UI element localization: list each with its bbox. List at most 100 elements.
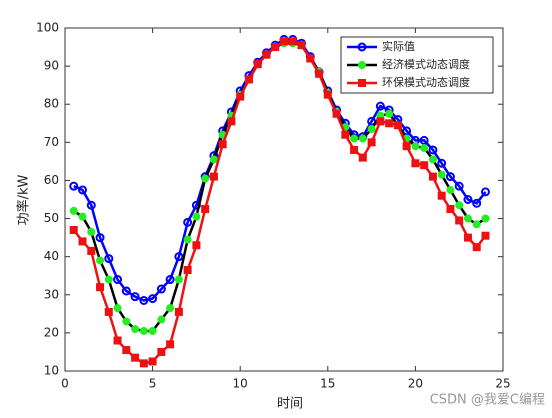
legend-label: 环保模式动态调度 bbox=[382, 75, 470, 89]
marker bbox=[122, 317, 131, 326]
marker bbox=[428, 172, 437, 181]
y-tick-label: 100 bbox=[36, 21, 59, 35]
marker bbox=[69, 181, 79, 191]
marker bbox=[472, 220, 481, 229]
marker bbox=[420, 144, 429, 153]
marker bbox=[306, 54, 315, 63]
marker bbox=[165, 275, 175, 285]
x-tick-label: 10 bbox=[233, 377, 248, 391]
marker bbox=[428, 155, 437, 164]
marker bbox=[358, 134, 367, 143]
marker bbox=[131, 325, 140, 334]
series-line bbox=[73, 38, 487, 302]
marker bbox=[402, 126, 412, 136]
marker bbox=[367, 116, 377, 126]
marker bbox=[113, 275, 123, 285]
marker bbox=[446, 205, 455, 214]
marker bbox=[209, 155, 218, 164]
marker bbox=[315, 69, 324, 78]
marker bbox=[192, 241, 201, 250]
legend-label: 经济模式动态调度 bbox=[382, 57, 470, 71]
marker bbox=[69, 225, 78, 234]
marker bbox=[192, 212, 201, 221]
legend-marker bbox=[358, 61, 366, 69]
marker bbox=[454, 181, 464, 191]
y-tick-label: 80 bbox=[44, 97, 59, 111]
marker bbox=[209, 172, 218, 181]
marker bbox=[455, 216, 464, 225]
marker bbox=[78, 237, 87, 246]
marker bbox=[156, 284, 166, 294]
marker bbox=[350, 134, 359, 143]
marker bbox=[87, 227, 96, 236]
watermark: CSDN @我爱C编程 bbox=[430, 393, 545, 408]
marker bbox=[288, 37, 297, 46]
marker bbox=[480, 187, 490, 197]
y-axis-label: 功率/kW bbox=[16, 174, 32, 225]
marker bbox=[183, 266, 192, 275]
marker bbox=[437, 170, 446, 179]
marker bbox=[113, 336, 122, 345]
marker bbox=[411, 142, 420, 151]
marker bbox=[96, 283, 105, 292]
x-tick-label: 20 bbox=[408, 377, 423, 391]
marker bbox=[472, 243, 481, 252]
marker bbox=[78, 212, 87, 221]
y-tick-label: 70 bbox=[44, 135, 59, 149]
x-axis-label: 时间 bbox=[277, 397, 303, 412]
marker bbox=[446, 185, 455, 194]
marker bbox=[139, 295, 149, 305]
marker bbox=[201, 174, 210, 183]
x-tick-label: 25 bbox=[495, 377, 510, 391]
marker bbox=[481, 231, 490, 240]
legend-label: 实际值 bbox=[382, 39, 415, 53]
marker bbox=[166, 340, 175, 349]
marker bbox=[445, 172, 455, 182]
marker bbox=[130, 292, 140, 302]
marker bbox=[297, 41, 306, 50]
marker bbox=[139, 326, 148, 335]
marker bbox=[385, 109, 394, 118]
marker bbox=[131, 353, 140, 362]
marker bbox=[402, 142, 411, 151]
y-tick-label: 10 bbox=[44, 364, 59, 378]
marker bbox=[244, 75, 253, 84]
marker bbox=[86, 200, 96, 210]
marker bbox=[148, 294, 158, 304]
marker bbox=[375, 101, 385, 111]
marker bbox=[393, 121, 402, 130]
marker bbox=[148, 357, 157, 366]
marker bbox=[113, 304, 122, 313]
marker bbox=[350, 145, 359, 154]
marker bbox=[358, 153, 367, 162]
y-tick-label: 20 bbox=[44, 325, 59, 339]
marker bbox=[96, 256, 105, 265]
marker bbox=[463, 214, 472, 223]
marker bbox=[104, 254, 114, 264]
y-tick-label: 40 bbox=[44, 249, 59, 263]
marker bbox=[437, 191, 446, 200]
marker bbox=[332, 109, 341, 118]
marker bbox=[367, 124, 376, 133]
marker bbox=[262, 50, 271, 59]
marker bbox=[280, 37, 288, 46]
marker bbox=[218, 140, 227, 149]
marker bbox=[157, 347, 166, 356]
marker bbox=[122, 346, 131, 355]
x-tick-label: 15 bbox=[320, 377, 335, 391]
marker bbox=[174, 275, 183, 284]
marker bbox=[174, 307, 183, 316]
marker bbox=[166, 304, 175, 313]
marker bbox=[463, 195, 473, 204]
marker bbox=[69, 206, 78, 215]
marker bbox=[463, 233, 472, 242]
marker bbox=[411, 159, 420, 168]
marker bbox=[236, 92, 245, 101]
marker bbox=[104, 275, 113, 284]
marker bbox=[139, 359, 148, 368]
y-tick-label: 60 bbox=[44, 173, 59, 187]
marker bbox=[376, 117, 385, 126]
marker bbox=[455, 201, 464, 210]
x-tick-label: 0 bbox=[61, 377, 69, 391]
legend-marker bbox=[357, 42, 367, 52]
